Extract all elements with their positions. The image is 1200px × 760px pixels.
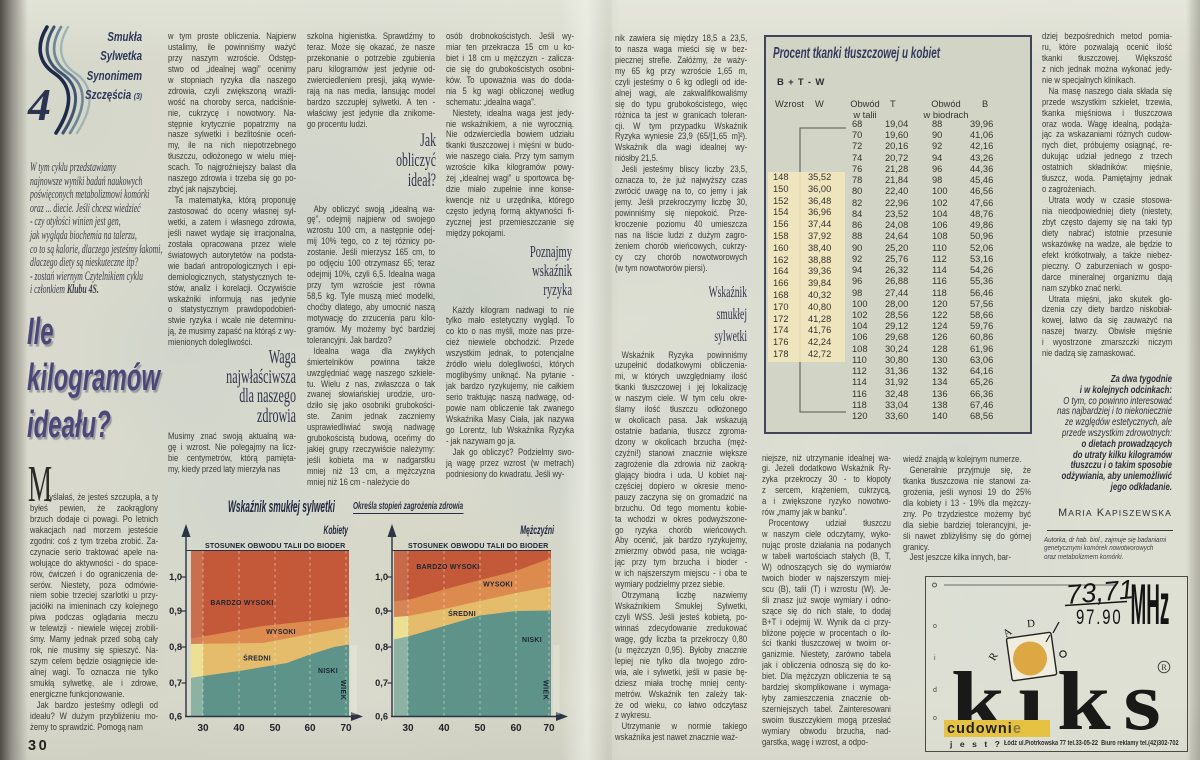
svg-text:STOSUNEK OBWODU TALII DO BIODE: STOSUNEK OBWODU TALII DO BIODER [408, 542, 548, 550]
svg-text:WYSOKI: WYSOKI [266, 629, 296, 636]
svg-text:40: 40 [233, 723, 245, 734]
svg-text:0,9: 0,9 [375, 606, 388, 616]
svg-text:0,8: 0,8 [375, 642, 388, 652]
svg-text:70: 70 [543, 723, 555, 734]
svg-text:97.90: 97.90 [1076, 604, 1123, 628]
svg-text:30: 30 [402, 723, 414, 734]
svg-text:0,8: 0,8 [169, 642, 182, 652]
svg-text:i: i [934, 655, 936, 662]
svg-text:MHz: MHz [1131, 573, 1170, 637]
svg-text:50: 50 [474, 723, 486, 734]
svg-text:NISKI: NISKI [522, 637, 542, 644]
svg-text:ŚREDNI: ŚREDNI [243, 654, 271, 663]
svg-text:d: d [933, 687, 937, 694]
svg-text:40: 40 [438, 723, 450, 734]
svg-text:4: 4 [27, 79, 51, 130]
svg-text:R: R [1161, 663, 1167, 672]
svg-text:60: 60 [510, 723, 522, 734]
svg-text:0,6: 0,6 [375, 712, 388, 722]
svg-text:1,0: 1,0 [169, 572, 182, 582]
svg-text:0,7: 0,7 [375, 678, 388, 688]
svg-text:D: D [1027, 618, 1036, 631]
svg-text:30: 30 [197, 723, 209, 734]
svg-text:BARDZO WYSOKI: BARDZO WYSOKI [210, 600, 273, 607]
svg-text:STOSUNEK OBWODU TALII DO BIODE: STOSUNEK OBWODU TALII DO BIODER [205, 542, 345, 550]
svg-text:0,6: 0,6 [169, 712, 182, 722]
svg-text:50: 50 [269, 723, 281, 734]
svg-text:o: o [933, 623, 937, 630]
svg-text:ŚREDNI: ŚREDNI [448, 609, 476, 618]
svg-text:WIEK: WIEK [542, 680, 549, 700]
svg-text:60: 60 [304, 723, 316, 734]
svg-text:o: o [933, 715, 937, 722]
svg-text:WYSOKI: WYSOKI [483, 582, 513, 589]
svg-text:0,7: 0,7 [169, 678, 182, 688]
svg-text:0,9: 0,9 [169, 606, 182, 616]
svg-text:BARDZO WYSOKI: BARDZO WYSOKI [416, 564, 479, 571]
svg-text:R: R [987, 650, 1001, 663]
svg-text:1,0: 1,0 [375, 572, 388, 582]
svg-text:70: 70 [340, 723, 352, 734]
svg-text:NISKI: NISKI [318, 668, 338, 675]
svg-text:WIEK: WIEK [339, 680, 346, 700]
